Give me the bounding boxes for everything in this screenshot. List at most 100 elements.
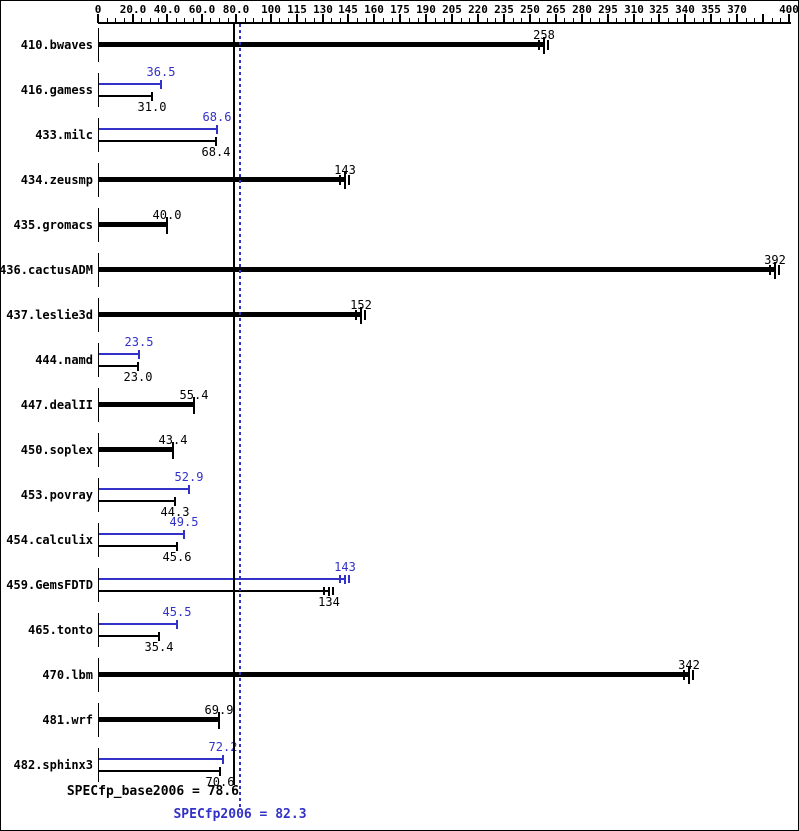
- benchmark-label: 470.lbm: [42, 668, 93, 682]
- base-bar: [99, 500, 175, 502]
- base-value-label: 70.6: [205, 775, 235, 789]
- base-bar: [99, 717, 219, 722]
- axis-tick-label: 220: [468, 3, 488, 16]
- base-value-label: 342: [678, 658, 700, 672]
- benchmark-label: 454.calculix: [6, 533, 93, 547]
- peak-value-label: 52.9: [174, 470, 204, 484]
- axis-major-tick: [270, 14, 272, 23]
- peak-bar: [99, 623, 177, 625]
- axis-tick-label: 145: [338, 3, 358, 16]
- row-left-tick: [98, 523, 99, 557]
- axis-major-tick: [322, 14, 324, 23]
- axis-minor-tick: [435, 18, 436, 23]
- axis-minor-tick: [357, 18, 358, 23]
- peak-bar: [99, 758, 223, 760]
- axis-major-tick: [97, 14, 99, 23]
- row-left-tick: [98, 163, 99, 197]
- axis-major-tick: [581, 14, 583, 23]
- axis-major-tick: [503, 14, 505, 23]
- axis-minor-tick: [124, 18, 125, 23]
- base-bar-endcap: [543, 37, 545, 54]
- benchmark-label: 435.gromacs: [13, 218, 93, 232]
- base-bar-spread-tick: [769, 265, 771, 275]
- axis-minor-tick: [625, 18, 626, 23]
- row-left-tick: [98, 208, 99, 242]
- axis-tick-label: 40.0: [153, 3, 181, 16]
- axis-minor-tick: [444, 18, 445, 23]
- axis-tick-label: 100: [261, 3, 281, 16]
- peak-bar-endcap: [344, 575, 346, 584]
- base-bar-spread-tick: [778, 265, 780, 275]
- base-bar-spread-tick: [323, 587, 325, 595]
- base-value-label: 258: [533, 28, 555, 42]
- peak-bar-endcap: [216, 125, 218, 134]
- base-value-label: 152: [350, 298, 372, 312]
- axis-tick-label: 205: [442, 3, 462, 16]
- base-value-label: 68.4: [201, 145, 231, 159]
- base-bar-endcap: [219, 767, 221, 776]
- peak-bar: [99, 533, 184, 535]
- axis-tick-label: 370: [727, 3, 747, 16]
- base-bar: [99, 447, 173, 452]
- base-value-label: 23.0: [123, 370, 153, 384]
- base-bar-endcap: [774, 262, 776, 279]
- base-bar-spread-tick: [332, 587, 334, 595]
- axis-tick-label: 280: [572, 3, 592, 16]
- row-left-tick: [98, 748, 99, 782]
- axis-tick-label: 130: [313, 3, 333, 16]
- axis-minor-tick: [772, 18, 773, 23]
- axis-tick-label: 250: [520, 3, 540, 16]
- benchmark-label: 444.namd: [35, 353, 93, 367]
- axis-minor-tick: [564, 18, 565, 23]
- axis-major-tick: [633, 14, 635, 23]
- axis-minor-tick: [193, 18, 194, 23]
- axis-minor-tick: [573, 18, 574, 23]
- base-value-label: 69.9: [204, 703, 234, 717]
- axis-minor-tick: [513, 18, 514, 23]
- axis-minor-tick: [340, 18, 341, 23]
- benchmark-label: 459.GemsFDTD: [6, 578, 93, 592]
- axis-minor-tick: [253, 18, 254, 23]
- axis-minor-tick: [305, 18, 306, 23]
- axis-minor-tick: [409, 18, 410, 23]
- base-value-label: 392: [764, 253, 786, 267]
- axis-major-tick: [555, 14, 557, 23]
- axis-tick-label: 310: [624, 3, 644, 16]
- peak-value-label: 72.2: [208, 740, 238, 754]
- row-left-tick: [98, 343, 99, 377]
- peak-value-label: 49.5: [169, 515, 199, 529]
- peak-bar: [99, 488, 189, 490]
- axis-minor-tick: [780, 18, 781, 23]
- axis-major-tick: [762, 14, 764, 23]
- peak-bar-spread-tick: [339, 575, 341, 583]
- axis-minor-tick: [754, 18, 755, 23]
- base-bar: [99, 590, 329, 592]
- axis-major-tick: [684, 14, 686, 23]
- base-bar: [99, 267, 775, 272]
- base-bar-endcap: [176, 542, 178, 551]
- peak-bar-endcap: [188, 485, 190, 494]
- axis-minor-tick: [219, 18, 220, 23]
- axis-tick-label: 60.0: [188, 3, 216, 16]
- base-bar: [99, 222, 167, 227]
- axis-minor-tick: [642, 18, 643, 23]
- benchmark-label: 482.sphinx3: [13, 758, 93, 772]
- base-bar-endcap: [137, 362, 139, 371]
- base-bar-spread-tick: [538, 40, 540, 50]
- peak-mean-line: [239, 24, 241, 808]
- benchmark-label: 465.tonto: [27, 623, 93, 637]
- axis-minor-tick: [651, 18, 652, 23]
- axis-major-tick: [373, 14, 375, 23]
- axis-minor-tick: [314, 18, 315, 23]
- row-left-tick: [98, 433, 99, 467]
- axis-minor-tick: [599, 18, 600, 23]
- axis-major-tick: [399, 14, 401, 23]
- axis-major-tick: [132, 14, 134, 23]
- axis-tick-label: 20.0: [119, 3, 147, 16]
- base-value-label: 143: [334, 163, 356, 177]
- benchmark-label: 410.bwaves: [20, 38, 93, 52]
- base-bar-spread-tick: [339, 175, 341, 185]
- peak-bar: [99, 578, 345, 580]
- axis-minor-tick: [158, 18, 159, 23]
